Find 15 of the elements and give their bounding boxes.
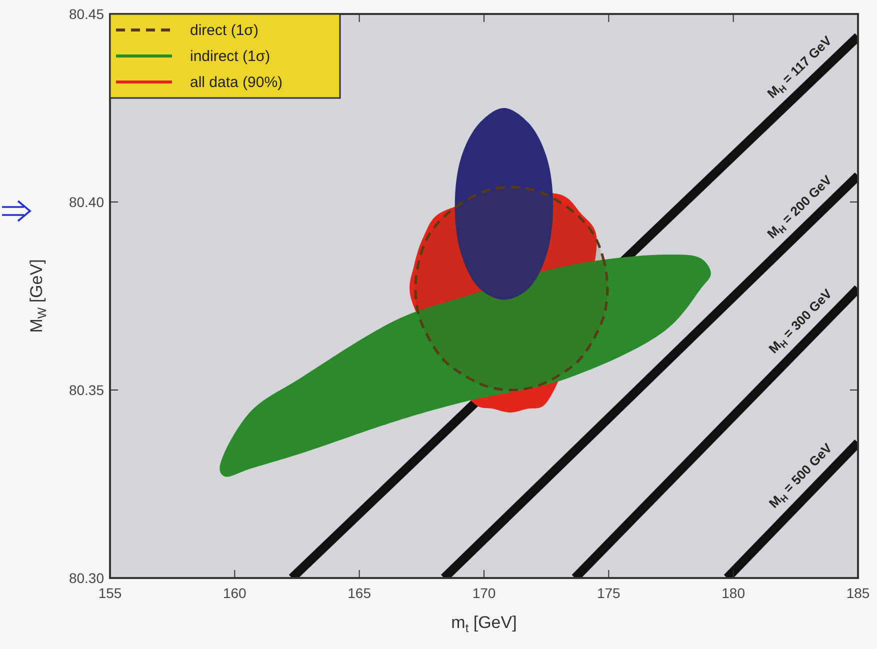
legend-label: all data (90%): [190, 74, 283, 91]
x-axis-title: m$_{t}$ [GeV]: [451, 613, 517, 635]
legend-label: indirect (1σ): [190, 48, 270, 65]
x-tick-label: 170: [472, 585, 496, 601]
y-tick-label: 80.45: [68, 6, 104, 22]
x-tick-label: 165: [348, 585, 372, 601]
x-tick-label: 175: [596, 585, 621, 601]
y-tick-label: 80.30: [68, 570, 104, 586]
x-tick-label: 185: [846, 585, 870, 601]
legend-label: direct (1σ): [190, 22, 258, 39]
x-tick-label: 155: [98, 585, 122, 601]
y-tick-label: 80.35: [68, 382, 104, 398]
x-tick-label: 160: [222, 585, 247, 601]
x-tick-label: 180: [722, 585, 746, 601]
y-tick-label: 80.40: [68, 194, 104, 210]
